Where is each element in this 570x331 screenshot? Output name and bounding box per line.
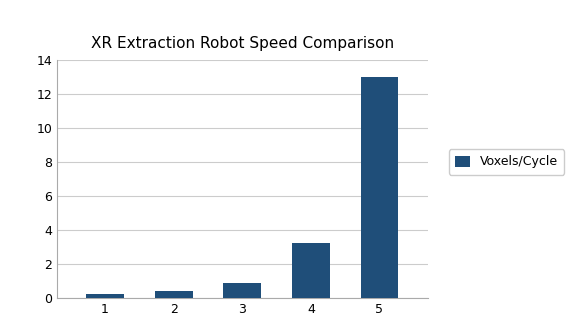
Legend: Voxels/Cycle: Voxels/Cycle [449, 149, 564, 175]
Title: XR Extraction Robot Speed Comparison: XR Extraction Robot Speed Comparison [91, 36, 394, 51]
Bar [223, 283, 261, 298]
Bar [155, 291, 193, 298]
Bar [292, 243, 329, 298]
Bar [86, 295, 124, 298]
Bar [361, 76, 398, 298]
